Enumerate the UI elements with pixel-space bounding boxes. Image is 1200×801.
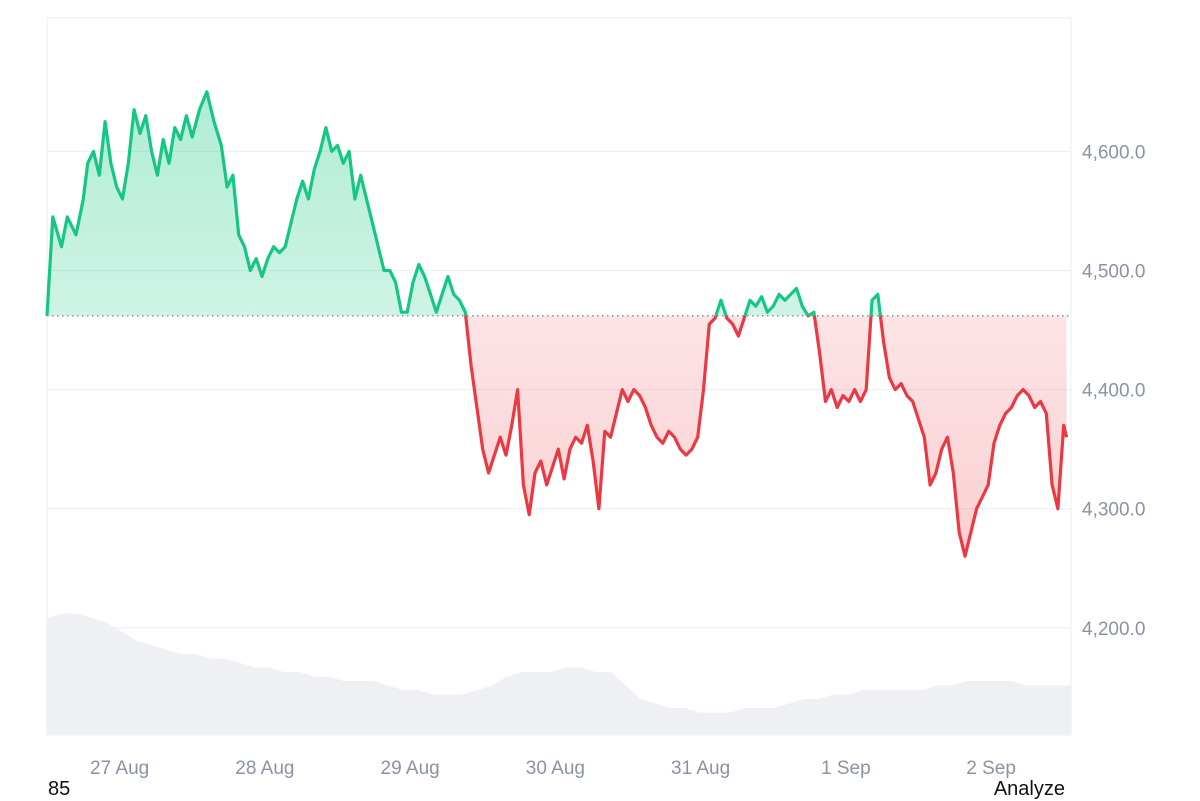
y-tick-label: 4,600.0 bbox=[1082, 142, 1145, 163]
y-axis-ticks: 4,200.0 4,300.0 4,400.0 4,500.0 4,600.0 bbox=[1082, 142, 1145, 639]
x-tick-label: 28 Aug bbox=[235, 758, 294, 779]
y-tick-label: 4,500.0 bbox=[1082, 261, 1145, 282]
x-tick-label: 29 Aug bbox=[381, 758, 440, 779]
volume-area bbox=[47, 613, 1071, 735]
x-tick-label: 1 Sep bbox=[821, 758, 871, 779]
x-tick-label: 2 Sep bbox=[966, 758, 1016, 779]
footer-count: 85 bbox=[48, 778, 71, 800]
area-fill-below-baseline bbox=[47, 315, 1067, 557]
x-tick-label: 27 Aug bbox=[90, 758, 149, 779]
price-line-down bbox=[46, 315, 1069, 558]
y-tick-label: 4,300.0 bbox=[1082, 500, 1145, 521]
x-axis-ticks: 27 Aug 28 Aug 29 Aug 30 Aug 31 Aug 1 Sep 2 Sep bbox=[90, 758, 1016, 779]
y-tick-label: 4,200.0 bbox=[1082, 619, 1145, 640]
x-tick-label: 30 Aug bbox=[526, 758, 585, 779]
analyze-link[interactable]: Analyze bbox=[993, 778, 1065, 800]
y-tick-label: 4,400.0 bbox=[1082, 381, 1145, 402]
x-tick-label: 31 Aug bbox=[671, 758, 730, 779]
price-line-up bbox=[45, 90, 883, 316]
